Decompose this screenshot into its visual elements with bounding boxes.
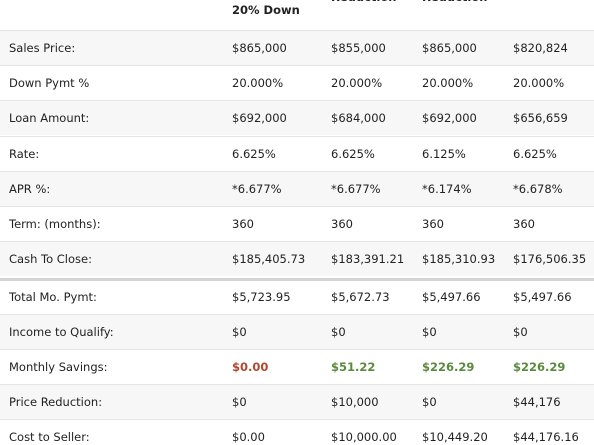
table-cell: $865,000 <box>422 41 477 55</box>
table-cell: $10,000 <box>331 395 379 409</box>
table-cell: *6.174% <box>422 181 472 196</box>
table-cell: $855,000 <box>331 41 386 55</box>
table-cell: $183,391.21 <box>331 252 405 267</box>
table-cell: $0 <box>232 324 247 339</box>
table-cell: $0.00 <box>232 430 265 445</box>
table-cell: $5,497.66 <box>422 290 481 305</box>
table-row: Monthly Savings: $0.00 $51.22 $226.29 $226.2… <box>0 348 594 384</box>
table-cell: $0 <box>232 395 247 409</box>
table-cell: $226.29 <box>513 359 566 374</box>
table-cell: $0 <box>513 324 528 339</box>
table-cell: 6.625% <box>232 146 276 161</box>
table-row: Term: (months): 360 360 360 360 <box>0 206 594 241</box>
row-label: Rate: <box>9 146 40 161</box>
row-label: Term: (months): <box>9 217 101 231</box>
table-cell: $865,000 <box>232 41 287 55</box>
row-label: Price Reduction: <box>9 395 103 409</box>
row-label: APR %: <box>9 181 51 196</box>
table-row: Income to Qualify: $0 $0 $0 $0 <box>0 313 594 349</box>
table-cell: 360 <box>422 217 444 231</box>
table-cell: $226.29 <box>422 359 475 374</box>
table-cell: 360 <box>232 217 254 231</box>
table-cell: 360 <box>331 217 353 231</box>
table-cell: $0 <box>331 324 346 339</box>
row-label: Sales Price: <box>9 41 76 55</box>
table-row: Sales Price: $865,000 $855,000 $865,000 $820… <box>0 30 594 65</box>
table-row: APR %: *6.677% *6.677% *6.174% *6.678% <box>0 170 594 206</box>
table-cell: $185,405.73 <box>232 252 306 267</box>
table-row: Cost to Seller: $0.00 $10,000.00 $10,449.20… <box>0 419 594 445</box>
table-cell: $692,000 <box>232 111 287 126</box>
column-header: Reduction <box>331 0 411 5</box>
row-label: Cash To Close: <box>9 252 92 267</box>
row-label: Income to Qualify: <box>9 324 114 339</box>
table-cell: 6.125% <box>422 146 466 161</box>
table-cell: 20.000% <box>513 76 565 91</box>
table-cell: $684,000 <box>331 111 386 126</box>
table-cell: $44,176.16 <box>513 430 579 445</box>
row-label: Cost to Seller: <box>9 430 90 445</box>
column-header: 7% Credit / 20% Down <box>232 0 303 17</box>
table-cell: 20.000% <box>422 76 474 91</box>
table-cell: $692,000 <box>422 111 477 126</box>
table-row: Rate: 6.625% 6.625% 6.125% 6.625% <box>0 135 594 171</box>
table-cell: *6.678% <box>513 181 563 196</box>
table-cell: 6.625% <box>513 146 557 161</box>
table-cell: $656,659 <box>513 111 568 126</box>
table-cell: 20.000% <box>331 76 383 91</box>
table-row: Loan Amount: $692,000 $684,000 $692,000 $656… <box>0 100 594 136</box>
table-cell: $5,723.95 <box>232 290 291 305</box>
table-cell: $10,000.00 <box>331 430 397 445</box>
row-label: Monthly Savings: <box>9 359 108 374</box>
column-header: Reduction <box>422 0 502 5</box>
table-cell: $10,449.20 <box>422 430 488 445</box>
table-row: Down Pymt % 20.000% 20.000% 20.000% 20.000% <box>0 65 594 100</box>
table-cell: $185,310.93 <box>422 252 496 267</box>
table-row: Total Mo. Pymt: $5,723.95 $5,672.73 $5,497.… <box>0 278 594 313</box>
table-cell: $0 <box>422 324 437 339</box>
row-label: Down Pymt % <box>9 76 90 91</box>
table-row: Price Reduction: $0 $10,000 $0 $44,176 <box>0 384 594 419</box>
table-cell: *6.677% <box>232 181 282 196</box>
table-cell: $51.22 <box>331 359 376 374</box>
table-cell: $0 <box>422 395 437 409</box>
table-row: Cash To Close: $185,405.73 $183,391.21 $185… <box>0 241 594 277</box>
table-cell: *6.677% <box>331 181 381 196</box>
table-cell: 360 <box>513 217 535 231</box>
table-cell: 20.000% <box>232 76 284 91</box>
row-label: Total Mo. Pymt: <box>9 290 97 305</box>
table-cell: $5,672.73 <box>331 290 390 305</box>
row-label: Loan Amount: <box>9 111 90 126</box>
table-cell: $0.00 <box>232 359 269 374</box>
table-cell: $44,176 <box>513 395 561 409</box>
table-cell: $820,824 <box>513 41 568 55</box>
table-cell: 6.625% <box>331 146 375 161</box>
table-cell: $5,497.66 <box>513 290 572 305</box>
table-cell: $176,506.35 <box>513 252 587 267</box>
